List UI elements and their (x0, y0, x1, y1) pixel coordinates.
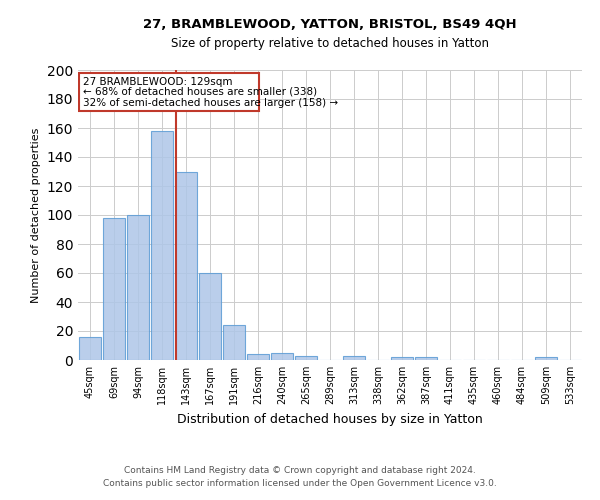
Text: 27 BRAMBLEWOOD: 129sqm: 27 BRAMBLEWOOD: 129sqm (83, 76, 232, 86)
Text: 27, BRAMBLEWOOD, YATTON, BRISTOL, BS49 4QH: 27, BRAMBLEWOOD, YATTON, BRISTOL, BS49 4… (143, 18, 517, 30)
Bar (199, 273, 221, 360)
Bar (223, 325, 245, 360)
Y-axis label: Number of detached properties: Number of detached properties (31, 128, 41, 302)
X-axis label: Distribution of detached houses by size in Yatton: Distribution of detached houses by size … (177, 412, 483, 426)
Bar (295, 356, 317, 360)
Bar (535, 357, 557, 360)
Bar (391, 357, 413, 360)
Text: Contains HM Land Registry data © Crown copyright and database right 2024.
Contai: Contains HM Land Registry data © Crown c… (103, 466, 497, 487)
Bar (103, 218, 125, 360)
Bar (127, 215, 149, 360)
Bar (415, 357, 437, 360)
Text: Size of property relative to detached houses in Yatton: Size of property relative to detached ho… (171, 38, 489, 51)
Bar (79, 337, 101, 360)
Bar (271, 353, 293, 360)
Text: 32% of semi-detached houses are larger (158) →: 32% of semi-detached houses are larger (… (83, 98, 338, 108)
Bar (151, 131, 173, 360)
FancyBboxPatch shape (79, 73, 259, 110)
Bar (175, 172, 197, 360)
Bar (343, 356, 365, 360)
Bar (247, 354, 269, 360)
Text: ← 68% of detached houses are smaller (338): ← 68% of detached houses are smaller (33… (83, 87, 317, 97)
